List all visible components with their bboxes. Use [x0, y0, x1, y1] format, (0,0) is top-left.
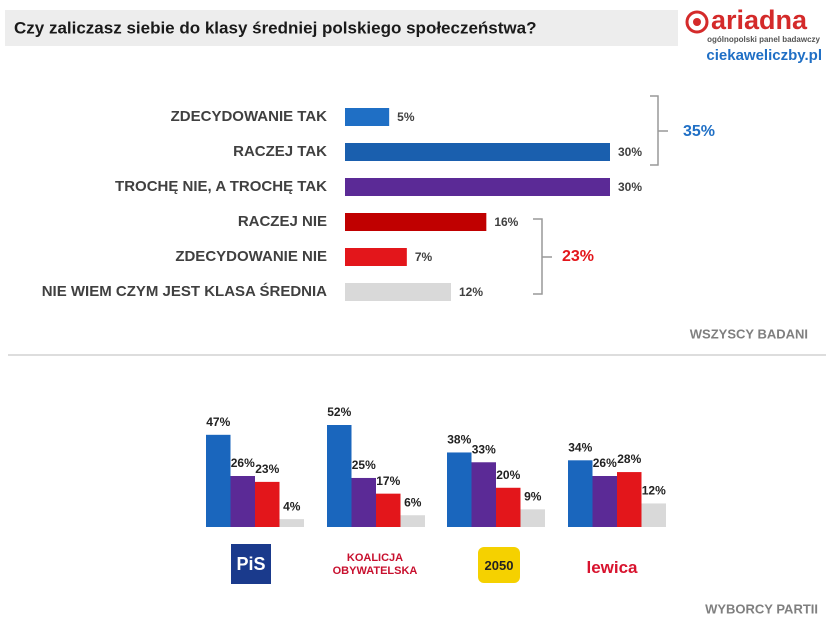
- value-label: 16%: [494, 215, 518, 229]
- value-label: 52%: [327, 405, 351, 419]
- bracket: [650, 95, 668, 166]
- category-label: RACZEJ TAK: [233, 143, 327, 160]
- party-label: 2050: [478, 547, 520, 583]
- bar: [471, 462, 496, 527]
- annotation: 23%: [562, 248, 594, 265]
- logo-subtitle: ogólnopolski panel badawczy: [707, 35, 820, 44]
- bar: [496, 487, 521, 527]
- value-label: 6%: [404, 495, 422, 509]
- bar: [345, 213, 487, 231]
- value-label: 26%: [593, 456, 617, 470]
- value-label: 7%: [415, 250, 433, 264]
- value-label: 28%: [617, 452, 641, 466]
- caption: WSZYSCY BADANI: [690, 326, 808, 341]
- logo-icon: [693, 18, 701, 26]
- bar: [520, 509, 545, 527]
- bar: [345, 178, 610, 196]
- bar: [255, 481, 280, 527]
- value-label: 4%: [283, 499, 301, 513]
- bar: [592, 476, 617, 527]
- category-label: ZDECYDOWANIE NIE: [175, 248, 327, 265]
- bar: [641, 503, 666, 527]
- category-label: TROCHĘ NIE, A TROCHĘ TAK: [115, 178, 327, 195]
- bar: [279, 519, 304, 527]
- bracket: [533, 218, 552, 295]
- caption: WYBORCY PARTII: [705, 601, 818, 616]
- title: Czy zaliczasz siebie do klasy średniej p…: [14, 18, 536, 37]
- category-label: NIE WIEM CZYM JEST KLASA ŚREDNIA: [42, 282, 327, 300]
- value-label: 47%: [206, 415, 230, 429]
- bar: [345, 108, 390, 126]
- category-label: RACZEJ NIE: [238, 213, 327, 230]
- logo-icon: [685, 10, 709, 34]
- title-bar: [5, 10, 678, 46]
- value-label: 17%: [376, 474, 400, 488]
- bar: [617, 472, 642, 527]
- value-label: 26%: [231, 456, 255, 470]
- party-label: PiS: [231, 544, 271, 584]
- bar: [345, 143, 610, 161]
- value-label: 25%: [352, 458, 376, 472]
- value-label: 5%: [397, 110, 415, 124]
- value-label: 23%: [255, 462, 279, 476]
- bar: [400, 515, 425, 527]
- bar: [568, 460, 593, 527]
- bar: [447, 452, 472, 527]
- bar: [351, 477, 376, 527]
- value-label: 33%: [472, 442, 496, 456]
- value-label: 38%: [447, 433, 471, 447]
- website: ciekaweliczby.pl: [706, 47, 822, 64]
- value-label: 12%: [459, 285, 483, 299]
- value-label: 9%: [524, 490, 542, 504]
- logo: ariadna: [711, 5, 808, 35]
- bar: [327, 425, 352, 527]
- bar: [376, 493, 401, 527]
- party-label: KOALICJA OBYWATELSKA: [332, 552, 418, 577]
- category-label: ZDECYDOWANIE TAK: [171, 108, 328, 125]
- value-label: 30%: [618, 180, 642, 194]
- bar: [230, 476, 255, 527]
- bar: [345, 248, 407, 266]
- bar: [206, 434, 231, 527]
- party-label: lewica: [586, 558, 638, 577]
- value-label: 20%: [496, 468, 520, 482]
- annotation: 35%: [683, 123, 715, 140]
- value-label: 30%: [618, 145, 642, 159]
- value-label: 34%: [568, 440, 592, 454]
- bar: [345, 283, 451, 301]
- value-label: 12%: [642, 484, 666, 498]
